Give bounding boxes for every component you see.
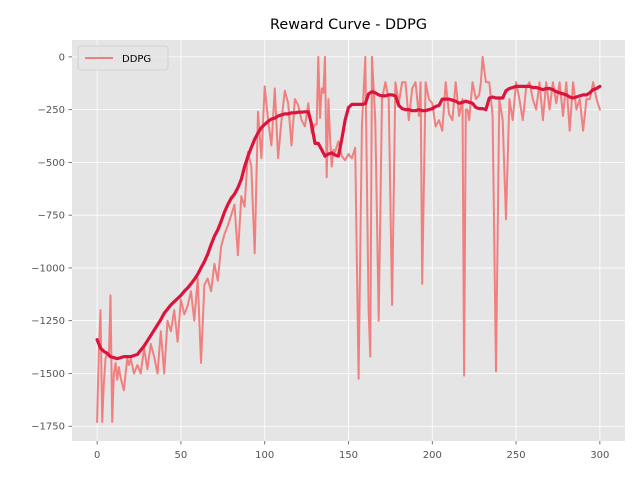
x-tick-label: 300 xyxy=(590,450,609,461)
x-tick-label: 250 xyxy=(507,450,526,461)
x-tick-label: 150 xyxy=(339,450,358,461)
series-lines xyxy=(95,55,602,423)
x-tick-label: 100 xyxy=(255,450,274,461)
y-tick-label: −250 xyxy=(38,105,65,116)
x-tick-label: 50 xyxy=(175,450,188,461)
y-tick-label: −1750 xyxy=(31,422,65,433)
y-tick-label: −750 xyxy=(38,211,65,222)
y-tick-label: −1250 xyxy=(31,316,65,327)
y-tick-label: −1500 xyxy=(31,369,65,380)
legend: DDPG xyxy=(77,45,169,71)
legend-label-ddpg: DDPG xyxy=(122,54,151,65)
series-line-ddpg-smoothed xyxy=(95,84,602,361)
y-tick-label: −1000 xyxy=(31,263,65,274)
x-tick-label: 200 xyxy=(423,450,442,461)
axis-ticks: 0 50 100 150 200 250 300 0 −250 −500 −750 −1000 −125… xyxy=(31,52,609,461)
chart-title: Reward Curve - DDPG xyxy=(270,17,427,33)
y-tick-label: 0 xyxy=(59,52,65,63)
series-line-ddpg-raw xyxy=(96,55,601,423)
legend-box xyxy=(77,45,169,71)
y-tick-label: −500 xyxy=(38,158,65,169)
x-tick-label: 0 xyxy=(94,450,100,461)
